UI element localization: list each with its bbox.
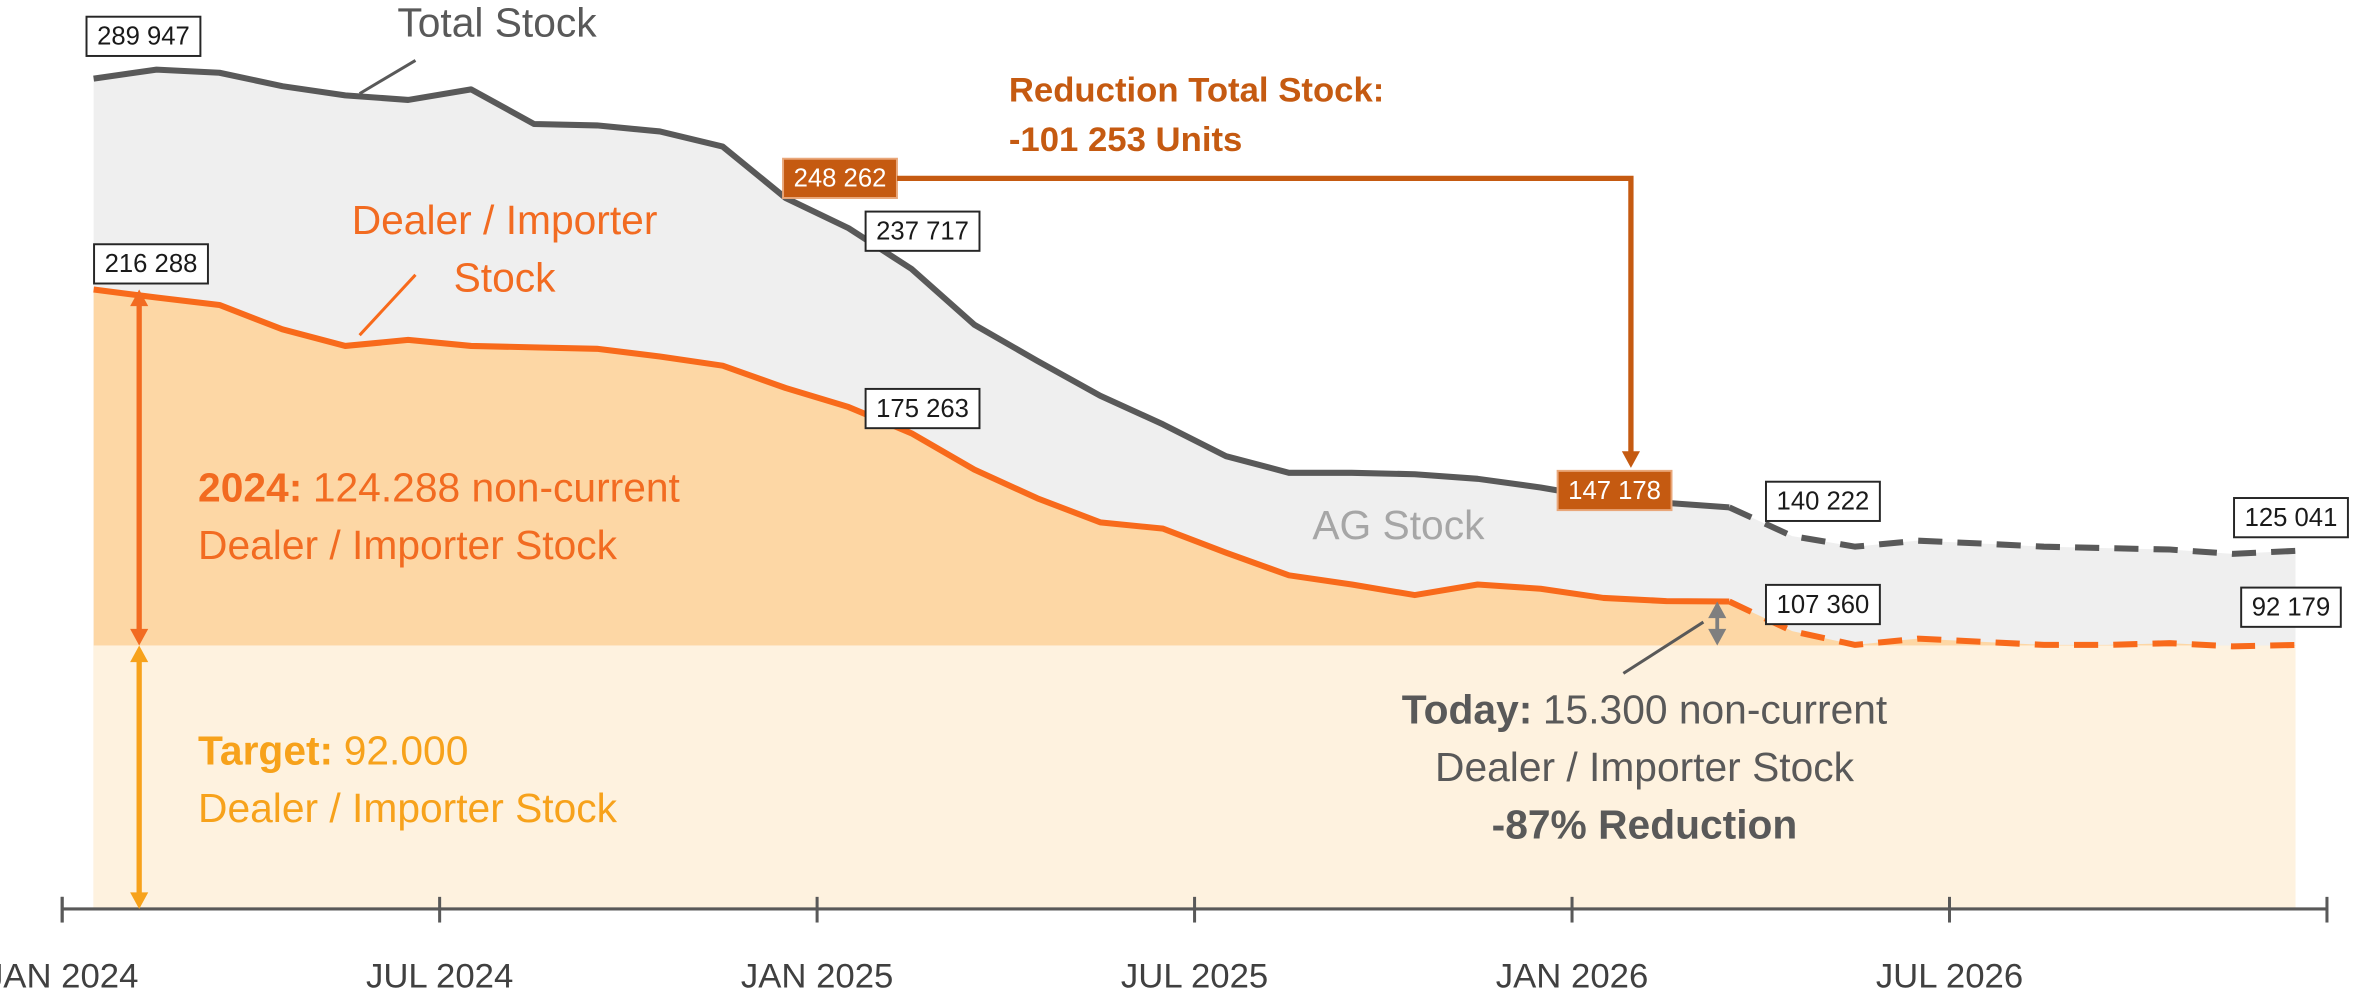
note-bold: Target: [198,727,333,773]
note-text: Dealer / Importer Stock [198,785,618,831]
reduction-label: Reduction Total Stock: [1009,71,1384,109]
leader-line [358,59,417,95]
note-run: Dealer / Importer Stock [198,785,618,831]
reduction-label: -101 253 Units [1009,121,1243,159]
arrow-head [1708,601,1727,619]
note-text: Dealer / Importer Stock [1435,744,1855,790]
value-label: 289 947 [97,23,190,51]
note-text: -87% Reduction [1492,801,1798,847]
x-tick-label: JAN 2024 [0,958,138,995]
value-label: 175 263 [876,395,969,423]
note-text: 2024: 124.288 non-current [198,464,680,510]
note-bold: 2024: [198,464,302,510]
note-run: Dealer / Importer Stock [198,522,618,568]
value-label-box [93,243,209,285]
value-label-box [864,387,981,430]
target-area [93,645,2296,909]
value-label: 140 222 [1777,488,1870,516]
value-label: 248 262 [794,165,887,193]
value-label-box [2240,586,2342,628]
series-label: Total Stock [397,0,597,45]
note-text: Today: 15.300 non-current [1402,686,1888,732]
arrow-head [130,289,149,307]
arrow-head [1708,628,1727,646]
projection-line [1728,598,2296,650]
value-label-box [2233,497,2349,539]
note-text: Target: 92.000 [198,727,468,773]
value-label-box [1556,469,1673,512]
value-label: 147 178 [1568,477,1661,505]
note-run: 124.288 non-current [313,464,681,510]
note-text: Dealer / Importer Stock [198,522,618,568]
value-label-box [1764,480,1881,522]
value-label: 125 041 [2245,504,2338,532]
value-label-box [1764,583,1881,626]
leader-line [358,273,417,337]
arrow-head [1621,451,1640,468]
line [93,66,1730,511]
series-label: Stock [454,255,557,301]
arrow-head [130,645,149,663]
x-tick-label: JAN 2026 [1496,958,1648,995]
x-tick-label: JUL 2026 [1876,958,2023,995]
series-label: Dealer / Importer [352,197,658,243]
x-tick-label: JAN 2025 [741,958,893,995]
arrow-head [130,892,149,909]
arrow-head [130,628,149,646]
leader-line [1622,620,1705,675]
note-bold: Today: [1402,686,1533,732]
ag-stock-label: AG Stock [1312,502,1485,548]
value-label: 216 288 [105,250,198,278]
value-label: 92 179 [2252,594,2330,622]
x-tick-label: JUL 2025 [1121,958,1268,995]
reduction-arrow [896,175,1634,455]
x-tick-label: JUL 2024 [366,958,513,995]
note-run: 92.000 [344,727,469,773]
value-label: 107 360 [1777,591,1870,619]
projection-line [1728,504,2296,557]
value-label-box [864,210,981,252]
note-run: Dealer / Importer Stock [1435,744,1855,790]
line [93,286,1730,605]
value-label-box [85,15,202,57]
value-label: 237 717 [876,217,969,245]
note-bold: -87% Reduction [1492,801,1798,847]
note-run: 15.300 non-current [1543,686,1888,732]
